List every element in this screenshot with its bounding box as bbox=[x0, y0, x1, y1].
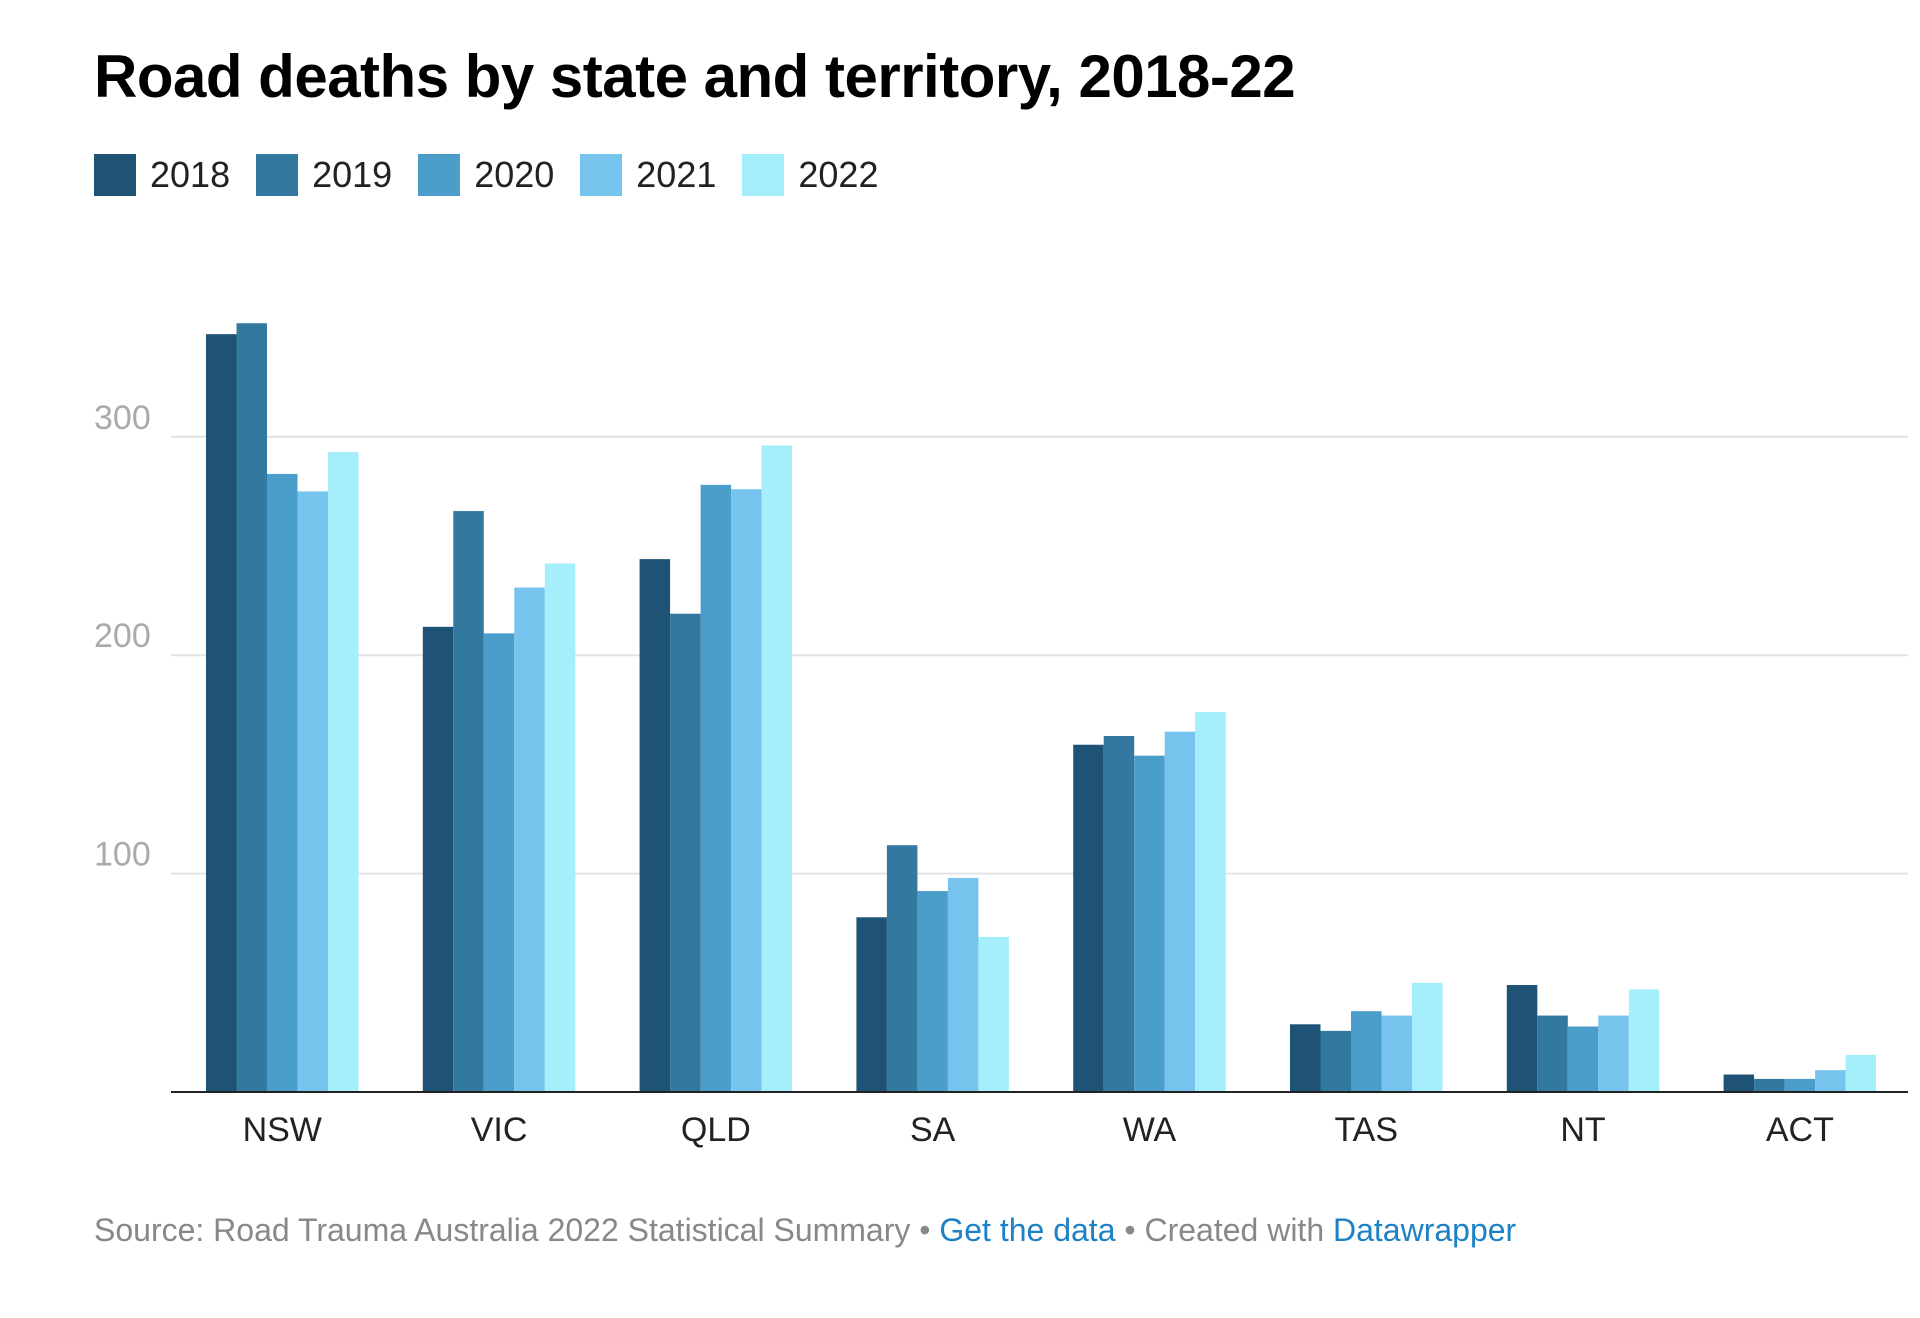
legend-item-2021: 2021 bbox=[580, 154, 716, 196]
bar-qld-2022 bbox=[761, 445, 793, 1092]
footer: Source: Road Trauma Australia 2022 Stati… bbox=[94, 1212, 1516, 1249]
bar-qld-2019 bbox=[670, 613, 701, 1092]
x-tick-label: VIC bbox=[471, 1111, 528, 1149]
chart-title: Road deaths by state and territory, 2018… bbox=[94, 43, 1296, 110]
bar-wa-2022 bbox=[1195, 711, 1226, 1092]
bar-tas-2019 bbox=[1320, 1030, 1351, 1092]
bar-qld-2021 bbox=[731, 489, 762, 1092]
bar-wa-2021 bbox=[1164, 731, 1196, 1092]
y-tick-label: 300 bbox=[94, 399, 151, 437]
legend-label: 2022 bbox=[798, 154, 879, 195]
y-tick-label: 100 bbox=[94, 836, 151, 874]
x-tick-label: NSW bbox=[243, 1111, 322, 1149]
datawrapper-link[interactable]: Datawrapper bbox=[1333, 1212, 1517, 1248]
bar-sa-2021 bbox=[947, 877, 979, 1092]
bar-vic-2019 bbox=[453, 511, 484, 1092]
legend-swatch bbox=[256, 154, 299, 196]
legend-label: 2019 bbox=[312, 154, 393, 195]
bar-tas-2018 bbox=[1290, 1024, 1321, 1092]
bar-act-2018 bbox=[1723, 1074, 1755, 1092]
x-tick-label: TAS bbox=[1334, 1111, 1398, 1149]
bar-act-2020 bbox=[1784, 1078, 1816, 1092]
bar-nt-2022 bbox=[1628, 989, 1660, 1092]
legend-swatch bbox=[580, 154, 623, 196]
bar-wa-2020 bbox=[1134, 755, 1165, 1092]
bar-vic-2018 bbox=[422, 626, 454, 1092]
bar-nt-2019 bbox=[1537, 1015, 1568, 1092]
bar-nsw-2019 bbox=[236, 323, 267, 1092]
bar-tas-2022 bbox=[1412, 982, 1443, 1092]
x-tick-label: QLD bbox=[681, 1111, 751, 1149]
legend-label: 2018 bbox=[150, 154, 231, 195]
legend-item-2019: 2019 bbox=[256, 154, 392, 196]
bar-nsw-2020 bbox=[267, 473, 298, 1093]
legend-item-2022: 2022 bbox=[742, 154, 878, 196]
bar-nsw-2022 bbox=[328, 452, 359, 1092]
separator: • bbox=[910, 1212, 940, 1248]
bar-wa-2019 bbox=[1103, 736, 1135, 1092]
bar-tas-2020 bbox=[1351, 1011, 1382, 1092]
bar-qld-2020 bbox=[700, 484, 732, 1092]
x-tick-label: WA bbox=[1123, 1111, 1177, 1149]
legend-swatch bbox=[418, 154, 461, 196]
x-tick-label: SA bbox=[910, 1111, 956, 1149]
bar-tas-2021 bbox=[1381, 1015, 1412, 1092]
bar-vic-2021 bbox=[514, 587, 545, 1092]
bar-nt-2021 bbox=[1598, 1015, 1629, 1092]
bar-act-2019 bbox=[1754, 1078, 1785, 1092]
y-tick-label: 200 bbox=[94, 617, 151, 655]
bar-vic-2022 bbox=[544, 563, 576, 1092]
legend-label: 2021 bbox=[636, 154, 717, 195]
bar-vic-2020 bbox=[483, 633, 515, 1092]
legend-item-2020: 2020 bbox=[418, 154, 554, 196]
legend: 2018 2019 2020 2021 2022 bbox=[94, 154, 904, 196]
get-data-link[interactable]: Get the data bbox=[939, 1212, 1116, 1248]
bar-act-2022 bbox=[1845, 1054, 1877, 1092]
bar-nt-2018 bbox=[1506, 984, 1538, 1092]
x-tick-label: NT bbox=[1560, 1111, 1605, 1149]
x-tick-label: ACT bbox=[1766, 1111, 1834, 1149]
bar-nt-2020 bbox=[1567, 1026, 1599, 1092]
bar-qld-2018 bbox=[639, 559, 671, 1092]
bar-nsw-2021 bbox=[297, 491, 328, 1092]
legend-swatch bbox=[742, 154, 785, 196]
bar-sa-2020 bbox=[917, 891, 948, 1092]
bar-sa-2019 bbox=[886, 845, 918, 1092]
bar-sa-2018 bbox=[856, 917, 887, 1092]
bar-nsw-2018 bbox=[206, 334, 237, 1093]
legend-swatch bbox=[94, 154, 136, 196]
bar-wa-2018 bbox=[1073, 744, 1104, 1092]
legend-item-2018: 2018 bbox=[94, 154, 230, 196]
legend-label: 2020 bbox=[474, 154, 555, 195]
bar-act-2021 bbox=[1815, 1070, 1846, 1092]
source-text: Source: Road Trauma Australia 2022 Stati… bbox=[94, 1212, 911, 1248]
bar-sa-2022 bbox=[978, 936, 1009, 1092]
created-with-text: • Created with bbox=[1115, 1212, 1333, 1248]
